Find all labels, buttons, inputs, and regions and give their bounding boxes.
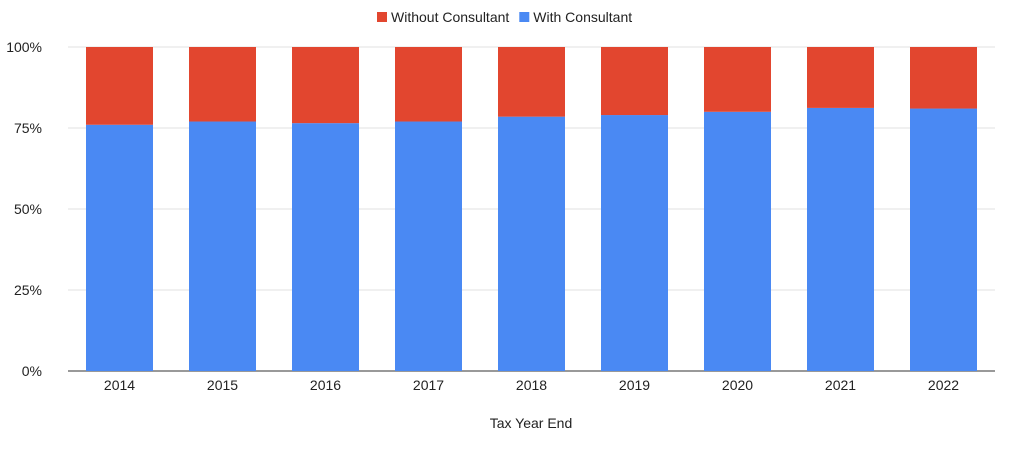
legend: Without Consultant With Consultant (377, 9, 632, 25)
bar-with-consultant-2014 (86, 124, 153, 371)
y-tick-label: 50% (14, 201, 42, 217)
bar-without-consultant-2022 (910, 47, 977, 109)
x-tick-label: 2017 (413, 377, 444, 393)
x-axis-title: Tax Year End (490, 415, 573, 431)
bar-without-consultant-2014 (86, 47, 153, 125)
x-tick-label: 2021 (825, 377, 856, 393)
x-axis-ticks: 2014 2015 2016 2017 2018 2019 2020 2021 2022 (104, 377, 959, 393)
bar-without-consultant-2015 (189, 47, 256, 122)
x-tick-label: 2016 (310, 377, 341, 393)
bar-without-consultant-2018 (498, 47, 565, 117)
bar-without-consultant-2016 (292, 47, 359, 124)
bar-with-consultant-2019 (601, 115, 668, 371)
y-tick-label: 25% (14, 282, 42, 298)
y-tick-label: 75% (14, 120, 42, 136)
x-tick-label: 2019 (619, 377, 650, 393)
bar-without-consultant-2019 (601, 47, 668, 116)
legend-label: With Consultant (533, 9, 632, 25)
x-tick-label: 2015 (207, 377, 238, 393)
bars (86, 47, 977, 372)
bar-without-consultant-2021 (807, 47, 874, 108)
legend-swatch (377, 12, 387, 22)
bar-with-consultant-2018 (498, 116, 565, 371)
bar-with-consultant-2022 (910, 108, 977, 371)
legend-label: Without Consultant (391, 9, 509, 25)
bar-with-consultant-2015 (189, 121, 256, 372)
x-tick-label: 2020 (722, 377, 753, 393)
bar-with-consultant-2021 (807, 107, 874, 372)
y-tick-label: 100% (6, 39, 42, 55)
bar-with-consultant-2020 (704, 111, 771, 372)
bar-with-consultant-2017 (395, 121, 462, 372)
x-tick-label: 2014 (104, 377, 135, 393)
y-tick-label: 0% (22, 363, 42, 379)
bar-with-consultant-2016 (292, 123, 359, 371)
bar-without-consultant-2020 (704, 47, 771, 112)
legend-swatch (519, 12, 530, 22)
bar-without-consultant-2017 (395, 47, 462, 122)
x-tick-label: 2018 (516, 377, 547, 393)
x-tick-label: 2022 (928, 377, 959, 393)
